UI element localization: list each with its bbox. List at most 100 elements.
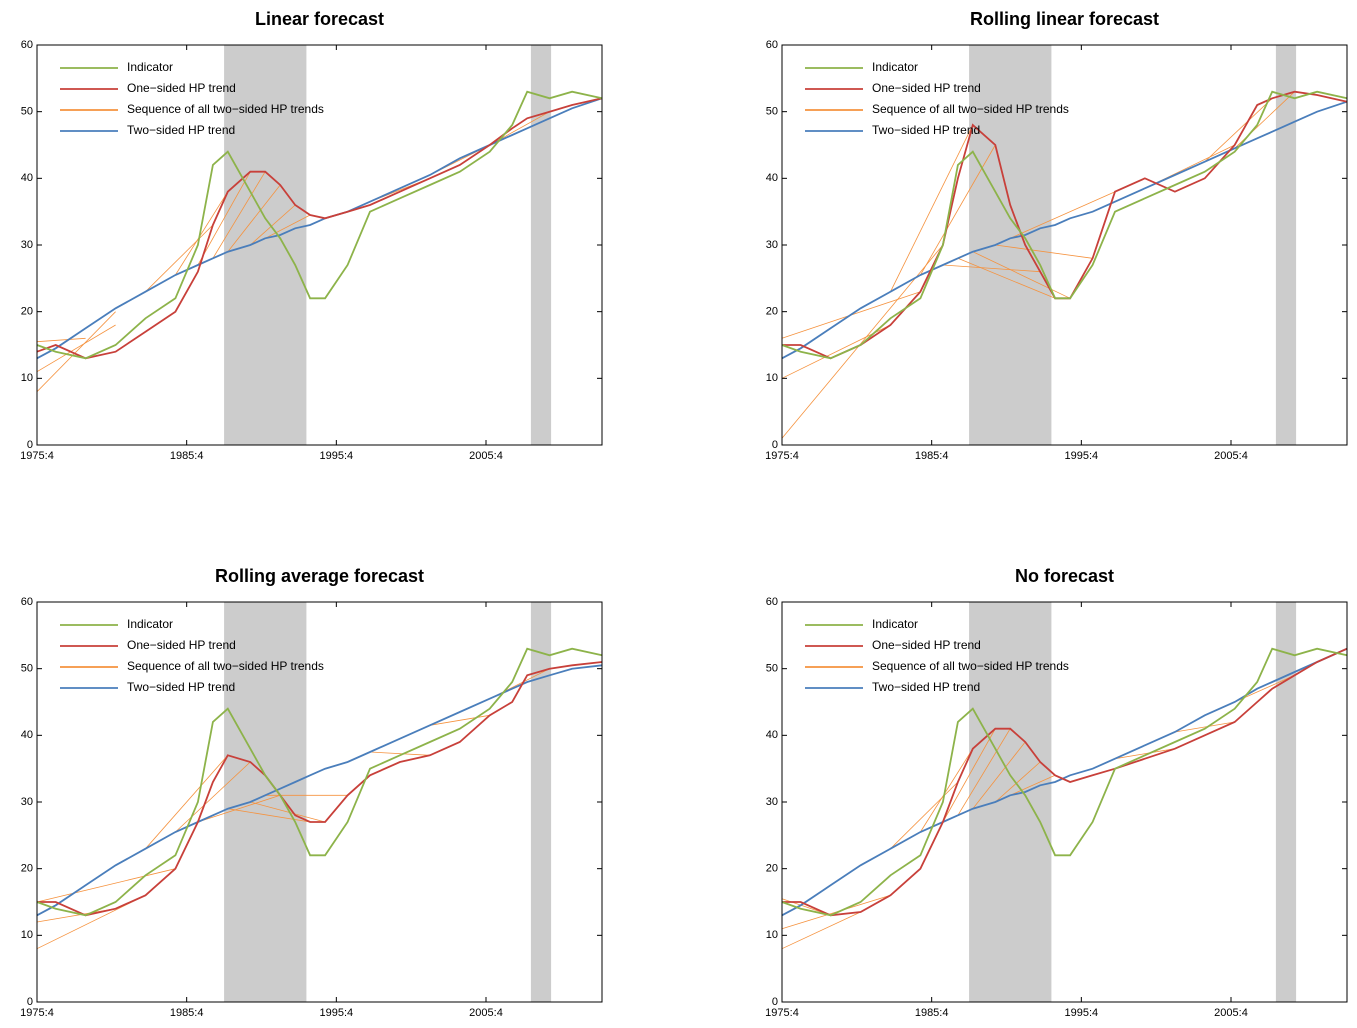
legend-label: Indicator	[127, 60, 173, 74]
trend-line	[145, 755, 229, 849]
trend-line	[920, 748, 974, 833]
panel: Rolling linear forecast 0 10 20 30 40 50 60 1975…	[765, 9, 1348, 462]
trend-line	[972, 251, 1071, 299]
trend-line	[369, 751, 430, 756]
legend-label: One−sided HP trend	[872, 81, 981, 95]
trend-line	[36, 324, 116, 373]
shaded-period	[969, 45, 1052, 445]
trend-line	[1114, 748, 1175, 760]
x-tick-label: 1985:4	[915, 1007, 949, 1019]
y-tick-label: 0	[27, 439, 33, 451]
trend-line	[957, 728, 1011, 816]
trend-line	[175, 191, 229, 276]
trend-line	[429, 714, 490, 726]
trend-line	[781, 911, 861, 950]
trend-line	[212, 171, 266, 259]
trend-line	[957, 257, 1056, 299]
series-line	[781, 647, 1348, 917]
shaded-period	[1275, 602, 1297, 1002]
series-line	[781, 100, 1348, 360]
y-tick-label: 10	[766, 929, 778, 941]
x-tick-label: 1975:4	[765, 450, 799, 462]
x-tick-label: 1975:4	[20, 450, 54, 462]
y-tick-label: 20	[766, 863, 778, 875]
chart-title: Rolling linear forecast	[970, 9, 1159, 29]
y-tick-label: 20	[21, 306, 33, 318]
y-tick-label: 10	[21, 929, 33, 941]
trend-line	[1204, 98, 1273, 162]
x-tick-label: 1995:4	[1065, 450, 1099, 462]
series-line	[782, 90, 1348, 360]
series-line	[37, 661, 603, 917]
shaded-period	[1275, 45, 1297, 445]
series-line	[36, 97, 603, 360]
trend-line	[890, 124, 974, 292]
legend-label: One−sided HP trend	[872, 638, 981, 652]
trend-line	[942, 264, 1041, 273]
y-tick-label: 60	[766, 596, 778, 608]
panel: No forecast 0 10 20 30 40 50 60 1975:4 1985:4 1995…	[765, 566, 1348, 1019]
y-tick-label: 10	[766, 372, 778, 384]
trend-line	[781, 244, 944, 439]
trend-line	[265, 214, 311, 239]
series-line	[781, 90, 1348, 360]
series-line	[36, 97, 603, 360]
trend-line	[890, 781, 959, 849]
shaded-period	[530, 602, 552, 1002]
shaded-period	[224, 45, 307, 445]
shaded-period	[969, 602, 1052, 1002]
y-tick-label: 60	[21, 39, 33, 51]
panel: Linear forecast 0 10 20 30 40 50 60 1975:4 1985:4…	[20, 9, 603, 462]
chart-title: Rolling average forecast	[215, 566, 424, 586]
legend-label: Sequence of all two−sided HP trends	[872, 102, 1069, 116]
x-tick-label: 1985:4	[170, 1007, 204, 1019]
trend-line	[197, 794, 281, 823]
y-tick-label: 40	[766, 729, 778, 741]
x-tick-label: 1975:4	[765, 1007, 799, 1019]
legend-label: Indicator	[872, 617, 918, 631]
x-tick-label: 1985:4	[170, 450, 204, 462]
series-line	[782, 647, 1348, 917]
series-line	[36, 90, 603, 360]
y-tick-label: 10	[21, 372, 33, 384]
series-line	[36, 664, 603, 917]
trend-line	[36, 868, 176, 903]
x-tick-label: 2005:4	[1214, 450, 1248, 462]
trend-line	[1010, 774, 1056, 796]
trend-line	[972, 741, 1026, 809]
x-tick-label: 1975:4	[20, 1007, 54, 1019]
y-tick-label: 40	[21, 172, 33, 184]
legend-label: Two−sided HP trend	[872, 680, 980, 694]
series-line	[36, 647, 603, 917]
trend-line	[227, 184, 281, 252]
panel: Rolling average forecast 0 10 20 30 40 50 60 197…	[20, 566, 603, 1019]
series-line	[781, 647, 1348, 917]
trend-line	[227, 808, 311, 823]
y-tick-label: 20	[766, 306, 778, 318]
trend-line	[36, 337, 86, 343]
x-tick-label: 1995:4	[320, 1007, 354, 1019]
x-tick-label: 1985:4	[915, 450, 949, 462]
trend-line	[250, 801, 326, 823]
trend-line	[995, 244, 1093, 259]
y-tick-label: 30	[21, 239, 33, 251]
legend-label: Sequence of all two−sided HP trends	[872, 659, 1069, 673]
y-tick-label: 20	[21, 863, 33, 875]
chart-title: Linear forecast	[255, 9, 384, 29]
y-tick-label: 30	[21, 796, 33, 808]
x-tick-label: 2005:4	[469, 450, 503, 462]
legend-label: One−sided HP trend	[127, 638, 236, 652]
legend-label: Two−sided HP trend	[127, 680, 235, 694]
legend-label: Two−sided HP trend	[127, 123, 235, 137]
trend-line	[175, 761, 251, 833]
x-tick-label: 1995:4	[320, 450, 354, 462]
y-tick-label: 40	[766, 172, 778, 184]
y-tick-label: 30	[766, 796, 778, 808]
y-tick-label: 60	[766, 39, 778, 51]
x-tick-label: 2005:4	[1214, 1007, 1248, 1019]
trend-line	[36, 311, 116, 392]
legend-label: Indicator	[872, 60, 918, 74]
y-tick-label: 50	[766, 663, 778, 675]
trend-line	[197, 171, 251, 266]
